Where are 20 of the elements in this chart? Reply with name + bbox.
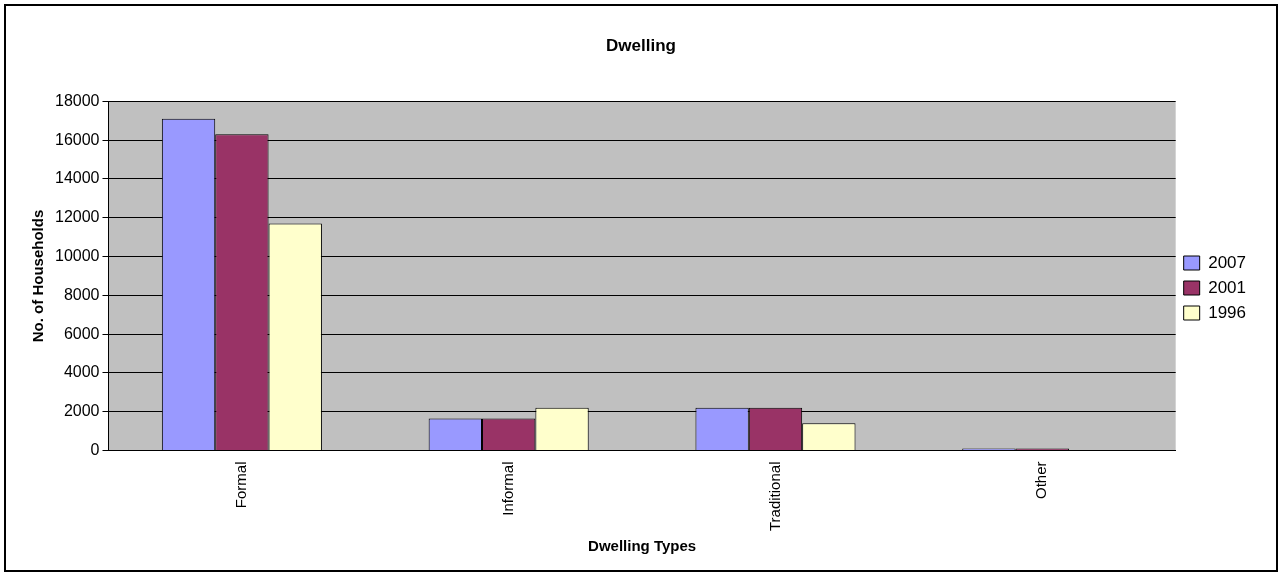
legend-label: 2001 xyxy=(1208,277,1247,297)
y-tick-label: 16000 xyxy=(54,130,100,148)
y-tick-label: 6000 xyxy=(63,324,100,342)
y-tick-label: 12000 xyxy=(54,208,100,226)
x-axis-title: Dwelling Types xyxy=(588,537,697,555)
y-tick-label: 4000 xyxy=(63,363,100,381)
chart-title: Dwelling xyxy=(606,35,676,55)
y-tick-label: 18000 xyxy=(54,91,100,109)
legend-label: 2007 xyxy=(1208,252,1247,272)
y-tick-label: 14000 xyxy=(54,169,100,187)
x-tick-label: Informal xyxy=(498,461,516,516)
y-tick-label: 2000 xyxy=(63,402,100,420)
legend-label: 1996 xyxy=(1208,302,1247,322)
x-tick-label: Other xyxy=(1032,461,1050,500)
y-axis-title: No. of Households xyxy=(29,209,47,343)
x-tick-label: Traditional xyxy=(765,461,783,532)
x-tick-label: Formal xyxy=(232,461,250,509)
y-tick-label: 8000 xyxy=(63,285,100,303)
y-tick-label: 0 xyxy=(90,440,100,458)
y-tick-label: 10000 xyxy=(54,246,100,264)
